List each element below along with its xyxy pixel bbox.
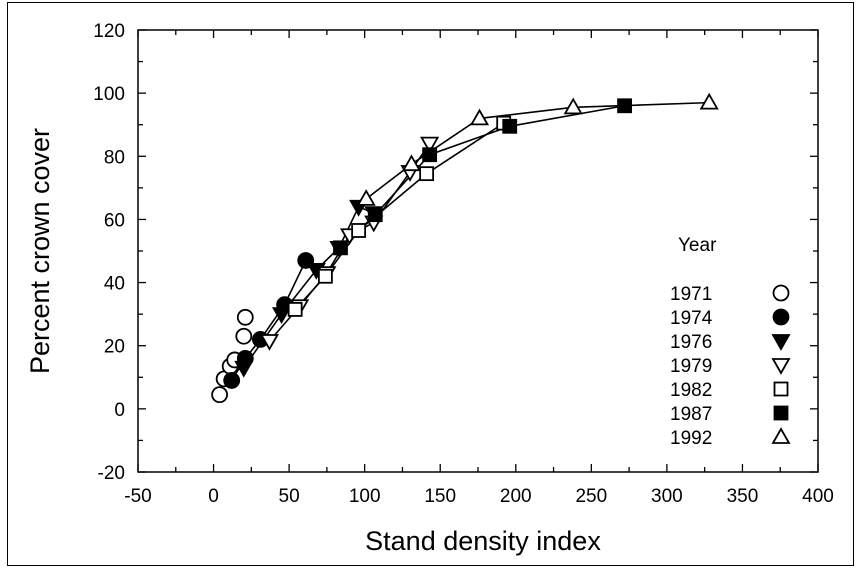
y-tick-label: 120 [93, 21, 125, 42]
y-tick-label: 20 [104, 337, 125, 358]
legend-entries: 1971 1974 1976 1979 1982 1987 1992 [670, 284, 791, 449]
x-tick-label: 300 [651, 486, 683, 507]
x-tick-label: 200 [500, 486, 532, 507]
data-point-1992 [356, 189, 376, 206]
y-tick-label: 40 [104, 274, 125, 295]
legend-label-1971: 1971 [670, 284, 712, 305]
series-points [211, 92, 719, 404]
legend-marker-1976 [771, 334, 791, 351]
data-point-1979 [259, 334, 280, 351]
axis-tick-labels: -50 0 50 100 150 200 250 300 350 400 -20 0 20 40 60 80 1… [93, 21, 834, 507]
x-axis-title: Stand density index [365, 526, 601, 556]
data-point-1992 [469, 108, 490, 126]
y-tick-label: 0 [114, 400, 125, 421]
series-line-1987 [339, 104, 625, 249]
legend-label-1982: 1982 [670, 380, 712, 401]
data-point-1987 [367, 207, 383, 223]
data-point-1976 [272, 307, 292, 324]
x-tick-label: 0 [208, 486, 219, 507]
axis-ticks [137, 29, 819, 473]
x-tick-label: 400 [802, 486, 834, 507]
data-point-1982 [419, 166, 435, 182]
legend-marker-1979 [771, 358, 791, 375]
legend-marker-1982 [773, 381, 789, 397]
x-tick-label: 250 [575, 486, 607, 507]
legend-marker-1992 [771, 427, 791, 444]
y-axis-title: Percent crown cover [25, 128, 55, 374]
series-line-1992 [365, 101, 710, 200]
legend-marker-1971 [772, 284, 790, 302]
data-point-1976 [234, 360, 254, 378]
x-tick-label: 350 [727, 486, 759, 507]
data-point-1971 [235, 327, 253, 345]
data-point-1992 [563, 97, 583, 115]
data-point-1992 [699, 92, 719, 110]
y-tick-label: -20 [98, 463, 125, 484]
data-point-1987 [422, 147, 438, 163]
x-tick-label: 150 [424, 486, 456, 507]
y-tick-label: 80 [104, 147, 125, 168]
x-tick-label: -50 [124, 486, 151, 507]
legend-label-1992: 1992 [670, 428, 712, 449]
data-point-1982 [317, 268, 333, 284]
legend-label-1979: 1979 [670, 356, 712, 377]
legend-marker-1987 [773, 405, 789, 421]
data-point-1987 [333, 240, 348, 256]
data-point-1987 [617, 98, 632, 114]
data-point-1982 [287, 302, 303, 317]
figure-border [7, 2, 854, 566]
x-tick-label: 100 [349, 486, 381, 507]
data-point-1971 [236, 308, 254, 326]
series-lines [231, 101, 710, 381]
data-point-1992 [401, 154, 422, 172]
data-point-1971 [211, 386, 229, 404]
data-point-1979 [420, 136, 440, 154]
legend-label-1976: 1976 [670, 332, 712, 353]
x-tick-label: 50 [279, 486, 300, 507]
data-point-1982 [351, 223, 367, 238]
y-tick-label: 100 [93, 84, 125, 105]
legend-label-1974: 1974 [670, 308, 713, 329]
legend-title: Year [678, 235, 717, 256]
legend-label-1987: 1987 [670, 404, 712, 425]
data-point-1987 [502, 118, 518, 134]
legend: Year 1971 1974 1976 1979 1982 1987 1992 [670, 235, 791, 449]
y-tick-label: 60 [104, 210, 125, 231]
legend-marker-1974 [772, 308, 790, 326]
data-point-1974 [223, 372, 241, 389]
